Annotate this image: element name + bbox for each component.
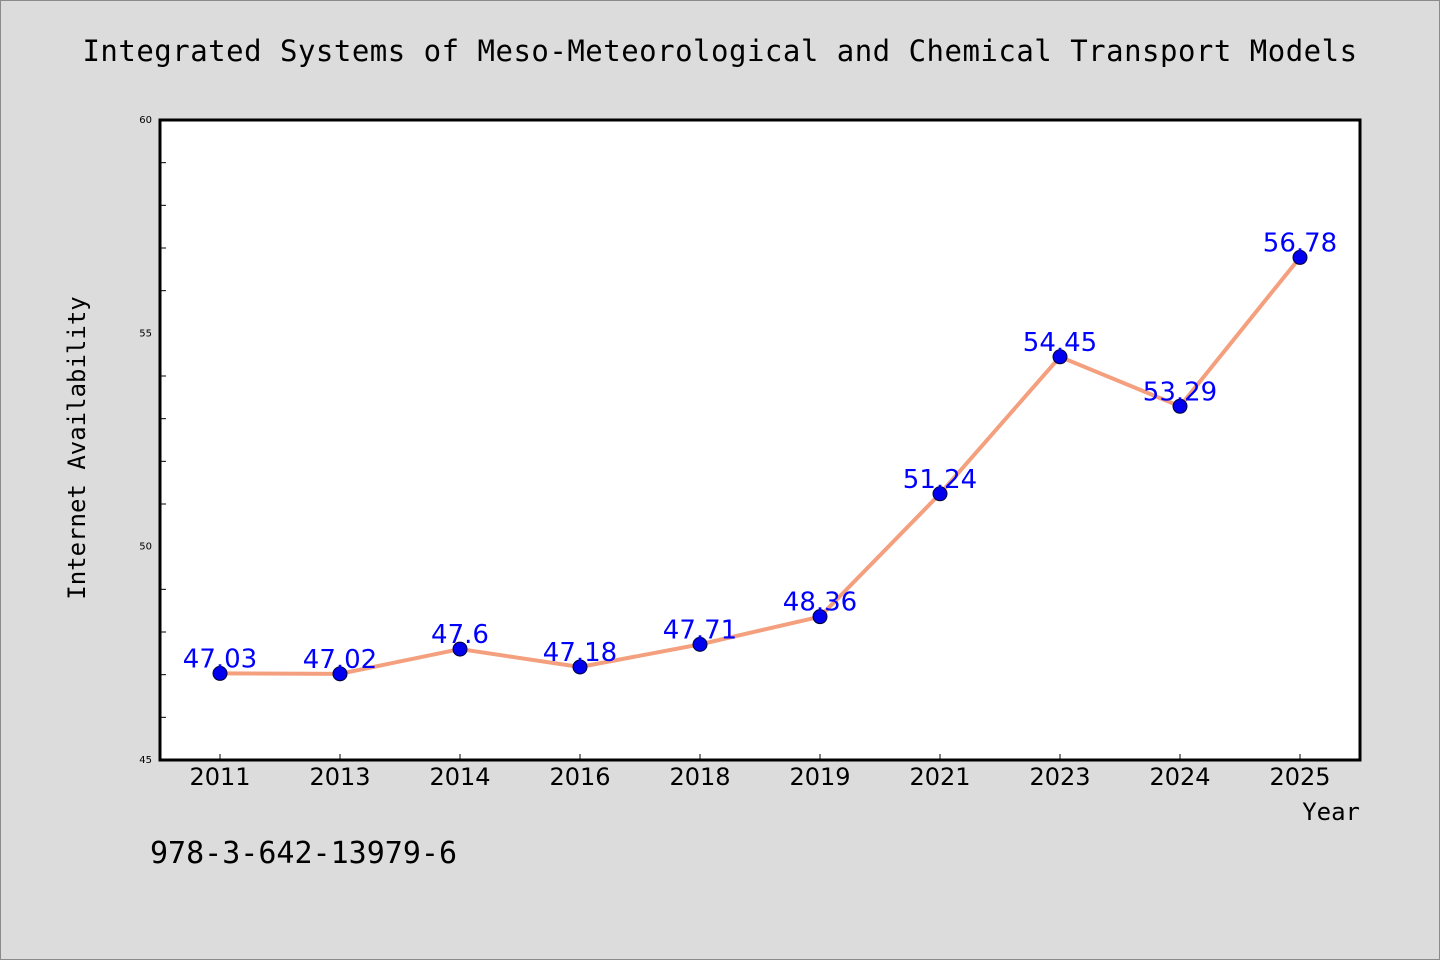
data-label: 47.71	[663, 615, 737, 645]
y-tick-label: 50	[139, 542, 152, 553]
x-tick-label: 2013	[309, 763, 370, 791]
y-tick-label: 45	[139, 755, 152, 766]
data-label: 54.45	[1023, 328, 1097, 358]
data-point	[1172, 398, 1188, 414]
data-point	[1292, 249, 1308, 265]
data-label: 53.29	[1143, 377, 1217, 407]
x-axis-label: Year	[1302, 798, 1360, 826]
x-tick-label: 2025	[1269, 763, 1330, 791]
x-tick-label: 2021	[909, 763, 970, 791]
data-label: 47.6	[431, 620, 489, 650]
y-axis: 45 50 55 60	[139, 115, 166, 766]
data-label: 56.78	[1263, 228, 1337, 258]
data-point	[452, 641, 468, 657]
x-tick-label: 2011	[189, 763, 250, 791]
y-axis-label: Internet Availability	[63, 296, 91, 599]
chart-title: Integrated Systems of Meso-Meteorologica…	[82, 34, 1358, 68]
data-point	[1052, 349, 1068, 365]
x-tick-label: 2024	[1149, 763, 1210, 791]
x-axis: 2011 2013 2014 2016 2018 2019 2021 2023 2024 2025	[189, 754, 1331, 791]
y-tick-label: 60	[139, 115, 152, 126]
x-tick-label: 2023	[1029, 763, 1090, 791]
x-tick-label: 2016	[549, 763, 610, 791]
footer-note: 978-3-642-13979-6	[150, 836, 458, 871]
data-label: 47.02	[303, 645, 377, 675]
data-point	[212, 665, 228, 681]
plot-area	[158, 118, 1362, 762]
data-label: 47.03	[183, 644, 257, 674]
data-label: 51.24	[903, 465, 977, 495]
y-tick-label: 55	[139, 328, 152, 339]
x-tick-label: 2019	[789, 763, 850, 791]
data-point	[332, 666, 348, 682]
x-tick-label: 2018	[669, 763, 730, 791]
data-point	[572, 659, 588, 675]
data-label: 47.18	[543, 638, 617, 668]
x-tick-label: 2014	[429, 763, 490, 791]
data-point	[692, 636, 708, 652]
data-point	[812, 609, 828, 625]
series-layer: 47.03 47.02 47.6 47.18 47.71 48.36 51.24 54.45 5…	[183, 228, 1337, 682]
data-label: 48.36	[783, 588, 857, 618]
series-line	[219, 256, 1302, 676]
data-point	[932, 486, 948, 502]
